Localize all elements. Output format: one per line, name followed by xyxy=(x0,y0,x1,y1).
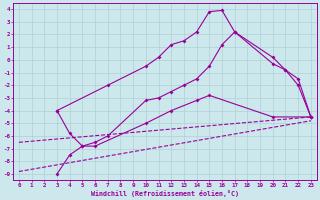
X-axis label: Windchill (Refroidissement éolien,°C): Windchill (Refroidissement éolien,°C) xyxy=(91,190,239,197)
